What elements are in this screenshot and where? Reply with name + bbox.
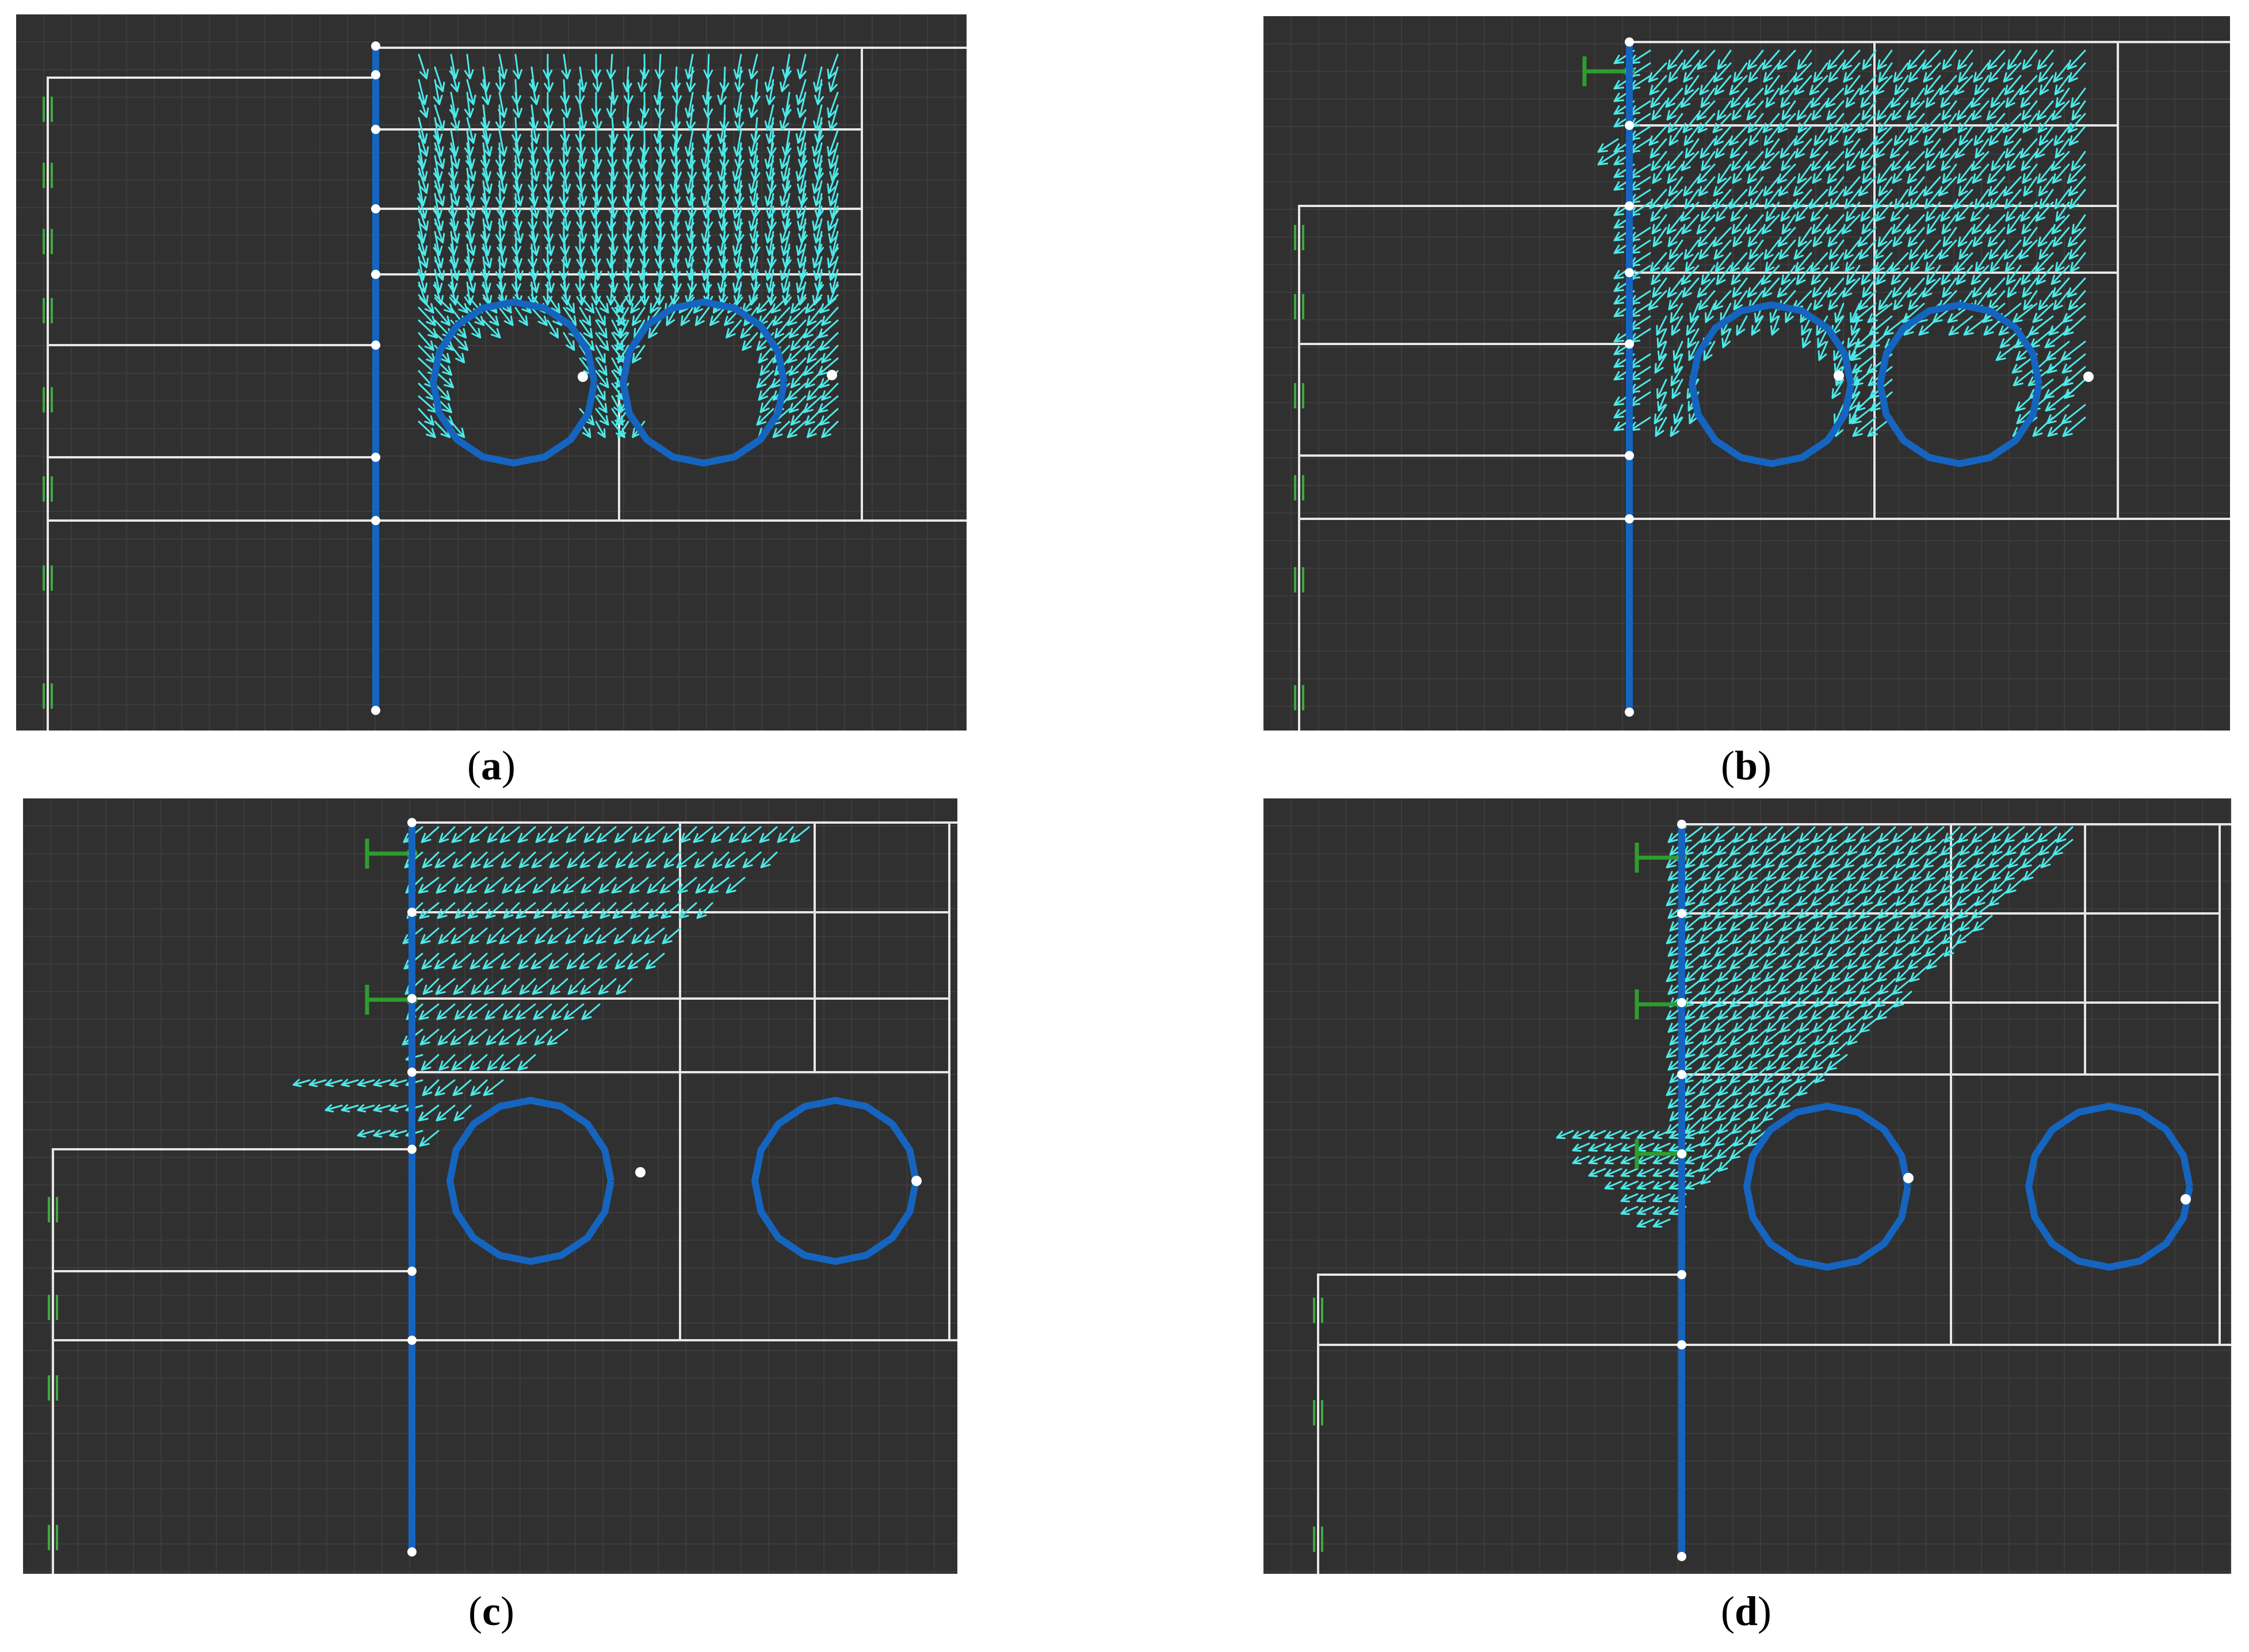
displacement-vectors <box>1597 49 2086 437</box>
displacement-vectors <box>292 826 810 1147</box>
pile-node <box>371 706 380 715</box>
tunnel-lining <box>751 1097 919 1265</box>
pile-node <box>1625 514 1634 523</box>
grid-lines <box>1263 16 2230 731</box>
boundary-line <box>1317 1274 1682 1574</box>
pile-node <box>1677 998 1686 1007</box>
displacement-vectors <box>1556 826 2074 1228</box>
panel-c-canvas <box>23 798 957 1574</box>
caption-b: (b) <box>1720 743 1771 789</box>
panel-b-canvas <box>1263 16 2230 731</box>
panel-b <box>1263 16 2230 731</box>
pile-node <box>407 1267 417 1276</box>
panel-a-canvas <box>16 14 967 731</box>
pile-node <box>1625 451 1634 460</box>
pile-node <box>1625 201 1634 211</box>
boundary-line <box>1298 205 1629 731</box>
tunnel-lining <box>1743 1103 1911 1271</box>
tunnel-node <box>578 372 588 382</box>
grid-lines <box>23 798 957 1574</box>
pile-node <box>1677 1552 1686 1561</box>
panel-d-canvas <box>1263 798 2231 1574</box>
tunnel-node <box>911 1176 922 1186</box>
grid-lines <box>1263 798 2231 1574</box>
pile-node <box>407 818 417 827</box>
panel-a <box>16 14 967 731</box>
tunnel-node <box>2181 1194 2191 1204</box>
pile-node <box>1625 37 1634 47</box>
pile-node <box>1677 820 1686 829</box>
pile-node <box>407 1336 417 1345</box>
displacement-vectors <box>417 53 839 438</box>
tunnel-lining <box>430 299 598 466</box>
tunnel-lining <box>1877 301 2042 467</box>
tunnel-lining <box>620 299 788 466</box>
caption-a: (a) <box>467 743 516 789</box>
pile-node <box>407 1547 417 1557</box>
pile-node <box>371 204 380 213</box>
pile-node <box>1677 1340 1686 1349</box>
pile-node <box>1625 339 1634 349</box>
pile-node <box>1677 1070 1686 1079</box>
pile-node <box>407 1145 417 1154</box>
tunnel-lining <box>446 1097 614 1265</box>
tunnel-node <box>1903 1173 1914 1183</box>
caption-d: (d) <box>1720 1588 1771 1634</box>
panel-d <box>1263 798 2231 1574</box>
caption-c: (c) <box>468 1588 514 1634</box>
grid-lines <box>16 14 967 731</box>
pile-node <box>371 70 380 79</box>
boundary-line <box>47 77 376 731</box>
pile-node <box>1625 708 1634 717</box>
tunnel-lining <box>1689 301 1854 467</box>
boundary-line <box>52 1148 412 1574</box>
tunnel-node <box>827 370 837 380</box>
pile-node <box>407 908 417 917</box>
pile-node <box>371 270 380 279</box>
pile-node <box>1625 121 1634 130</box>
pile-node <box>1677 909 1686 918</box>
panel-c <box>23 798 957 1574</box>
pile-node <box>1677 1149 1686 1158</box>
tunnel-node <box>1834 370 1844 381</box>
pile-node <box>371 453 380 462</box>
tunnel-node <box>2083 372 2094 382</box>
pile-node <box>371 341 380 350</box>
pile-node <box>371 41 380 51</box>
pile-node <box>407 994 417 1003</box>
pile-node <box>1625 268 1634 277</box>
pile-node <box>371 516 380 525</box>
tunnel-lining <box>2025 1103 2193 1271</box>
tunnel-node <box>635 1167 646 1177</box>
pile-node <box>1677 1270 1686 1279</box>
pile-node <box>407 1068 417 1077</box>
pile-node <box>371 125 380 134</box>
